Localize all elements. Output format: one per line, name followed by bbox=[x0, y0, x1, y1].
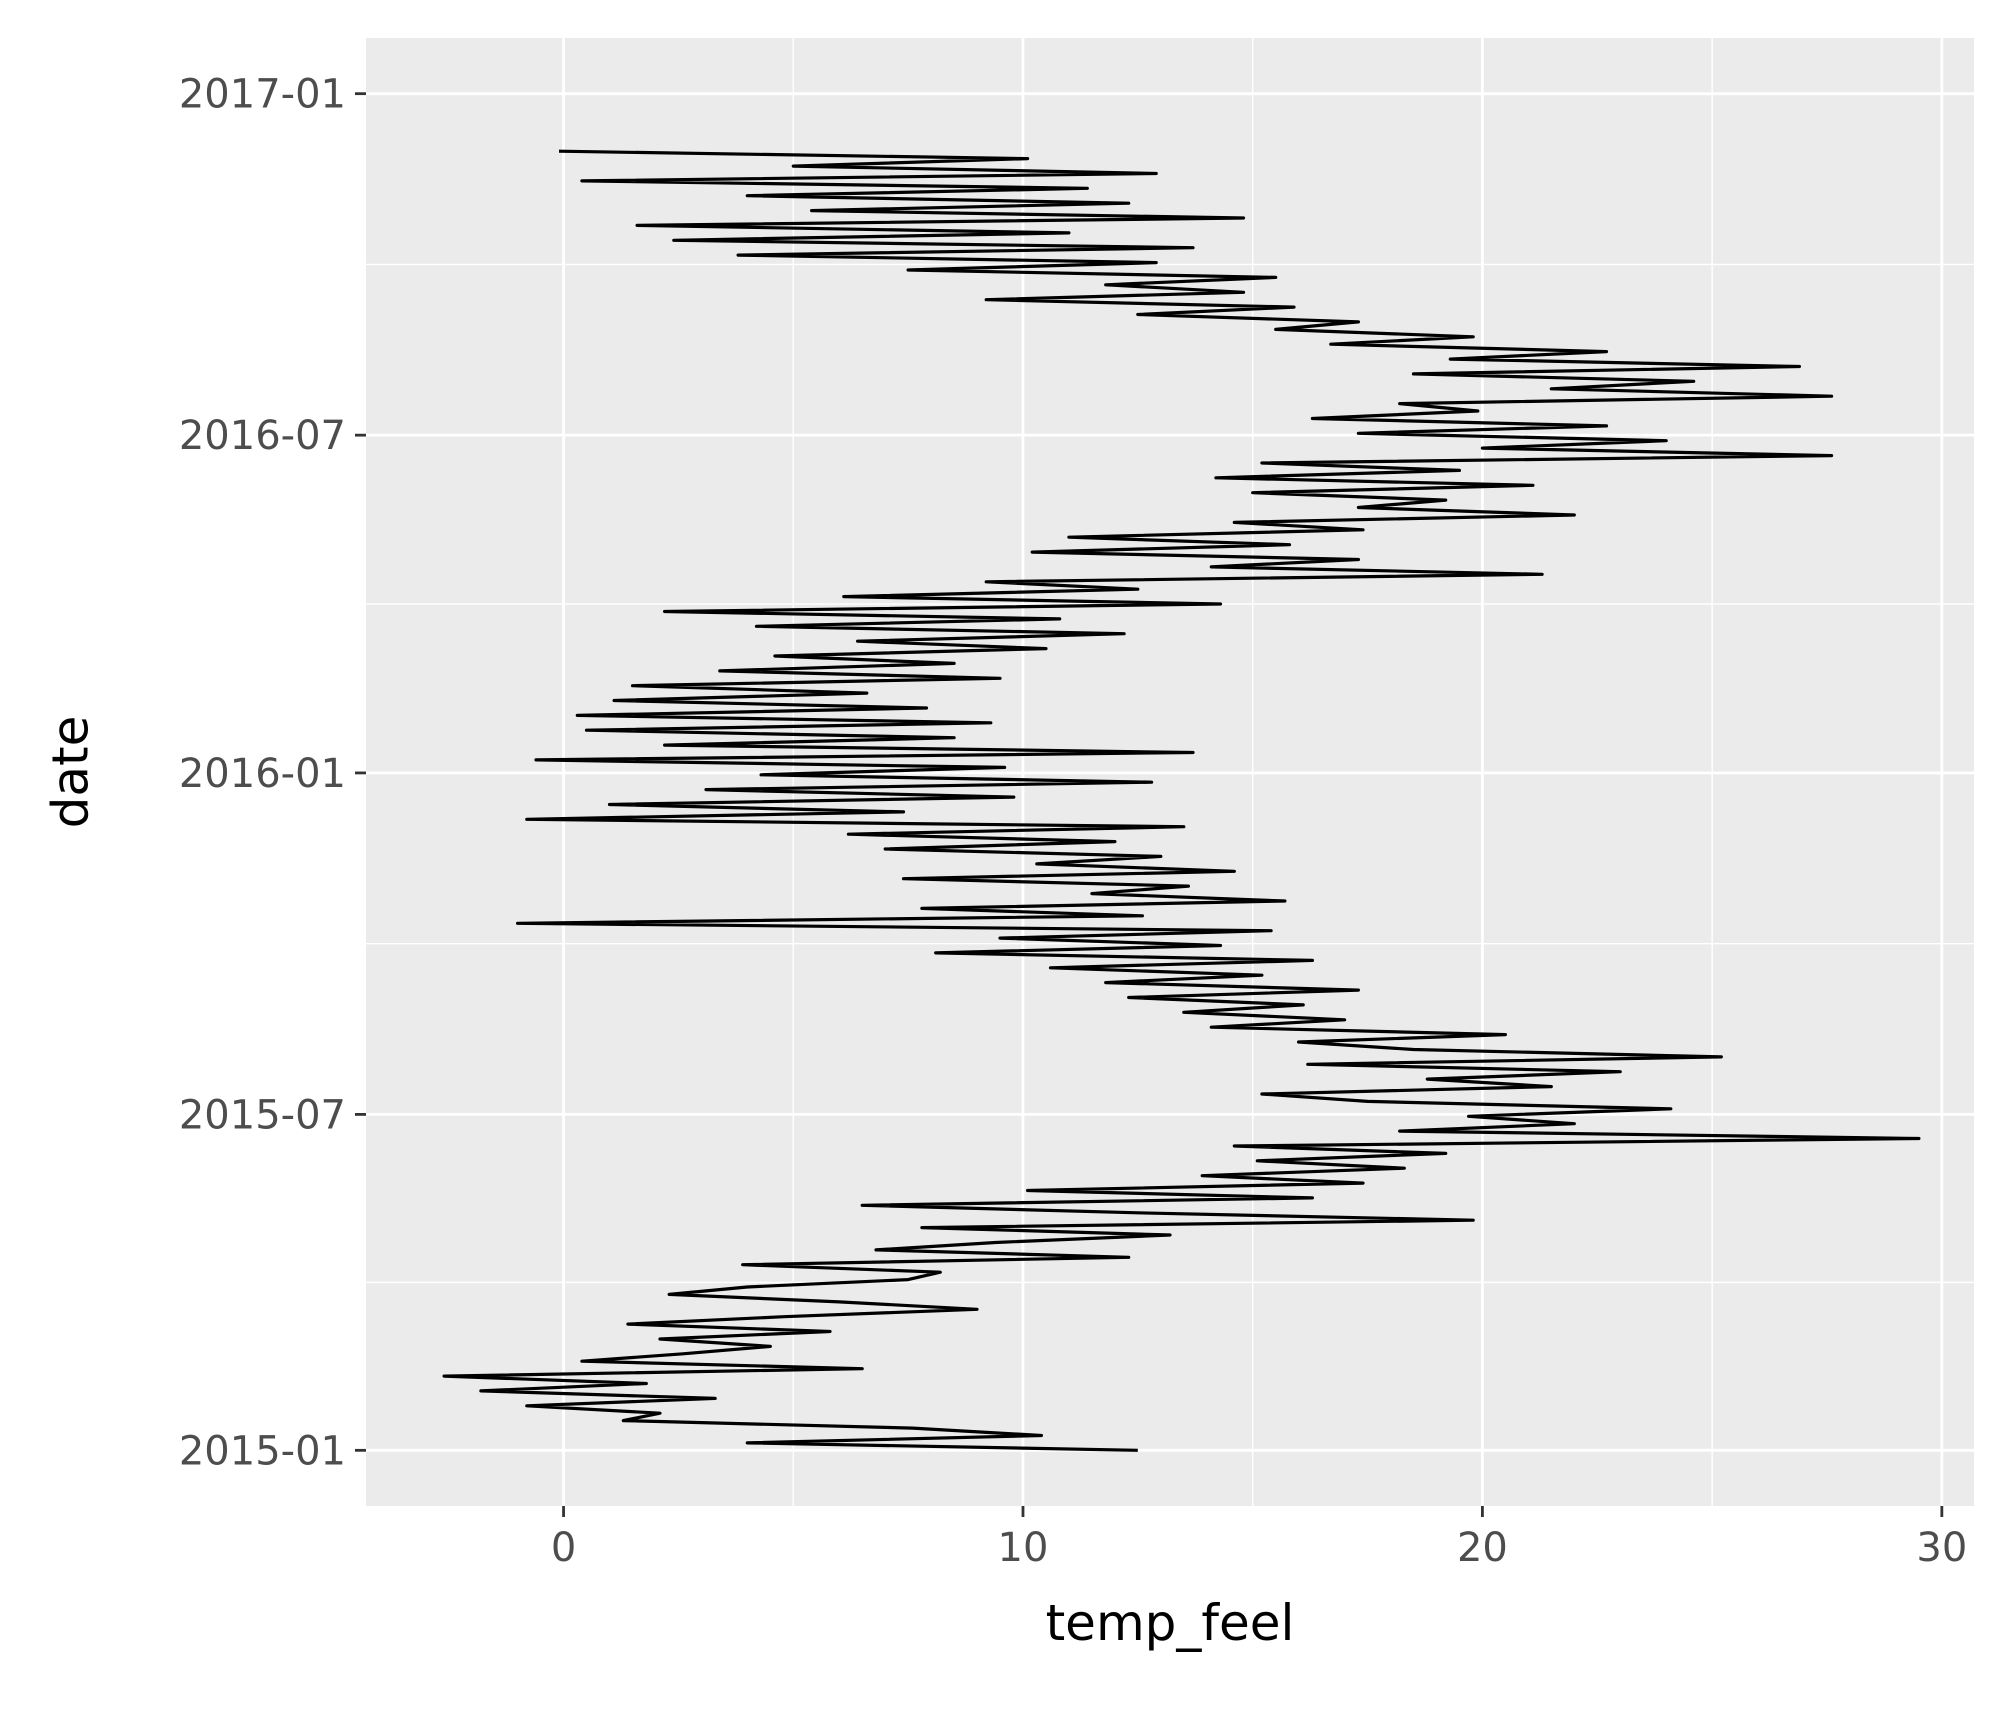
x-tick-label: 20 bbox=[1457, 1525, 1508, 1571]
y-tick-label: 2016-07 bbox=[179, 413, 346, 459]
series-line bbox=[442, 149, 1921, 1452]
y-axis-title: date bbox=[42, 716, 100, 829]
y-tick-label: 2015-07 bbox=[179, 1092, 346, 1138]
y-tick-label: 2016-01 bbox=[179, 751, 346, 797]
x-tick-label: 30 bbox=[1916, 1525, 1967, 1571]
x-axis-title: temp_feel bbox=[1046, 1594, 1295, 1652]
series-layer bbox=[442, 149, 1921, 1452]
x-tick-label: 0 bbox=[551, 1525, 576, 1571]
axes: 0 10 20 30 2015-01 2015-07 2016-01 2016-07 2017-… bbox=[179, 72, 1967, 1571]
y-tick-label: 2017-01 bbox=[179, 72, 346, 118]
y-tick-label: 2015-01 bbox=[179, 1428, 346, 1474]
x-tick-label: 10 bbox=[998, 1525, 1049, 1571]
gridlines bbox=[366, 38, 1974, 1506]
